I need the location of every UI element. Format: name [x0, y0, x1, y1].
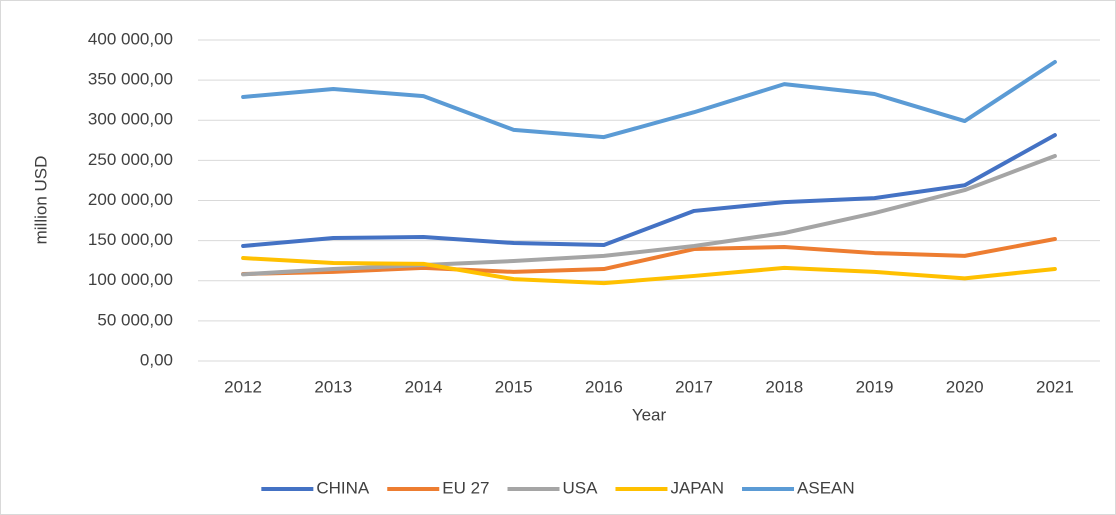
data-line [241, 237, 1057, 277]
y-axis-label: million USD [31, 156, 50, 245]
legend-label: CHINA [316, 478, 370, 497]
y-tick-label: 400 000,00 [88, 29, 173, 48]
x-axis-label: Year [632, 405, 667, 424]
y-tick-label: 150 000,00 [88, 230, 173, 249]
x-tick-label: 2014 [405, 377, 443, 396]
y-tick-label: 250 000,00 [88, 150, 173, 169]
y-tick-label: 100 000,00 [88, 270, 173, 289]
data-line [241, 153, 1057, 277]
x-tick-label: 2021 [1036, 377, 1074, 396]
y-tick-label: 300 000,00 [88, 110, 173, 129]
data-line [241, 59, 1057, 140]
x-tick-label: 2019 [856, 377, 894, 396]
y-tick-label: 50 000,00 [97, 310, 173, 329]
y-tick-label: 350 000,00 [88, 70, 173, 89]
y-tick-label: 200 000,00 [88, 190, 173, 209]
x-tick-label: 2016 [585, 377, 623, 396]
x-tick-label: 2020 [946, 377, 984, 396]
legend-label: USA [563, 478, 599, 497]
x-tick-label: 2012 [224, 377, 262, 396]
y-tick-label: 0,00 [140, 350, 173, 369]
legend-label: ASEAN [797, 478, 855, 497]
x-tick-label: 2017 [675, 377, 713, 396]
data-line [241, 133, 1057, 249]
data-line [241, 256, 1057, 286]
legend-label: JAPAN [670, 478, 724, 497]
x-tick-label: 2013 [314, 377, 352, 396]
legend-label: EU 27 [442, 478, 489, 497]
x-tick-label: 2015 [495, 377, 533, 396]
x-tick-label: 2018 [765, 377, 803, 396]
